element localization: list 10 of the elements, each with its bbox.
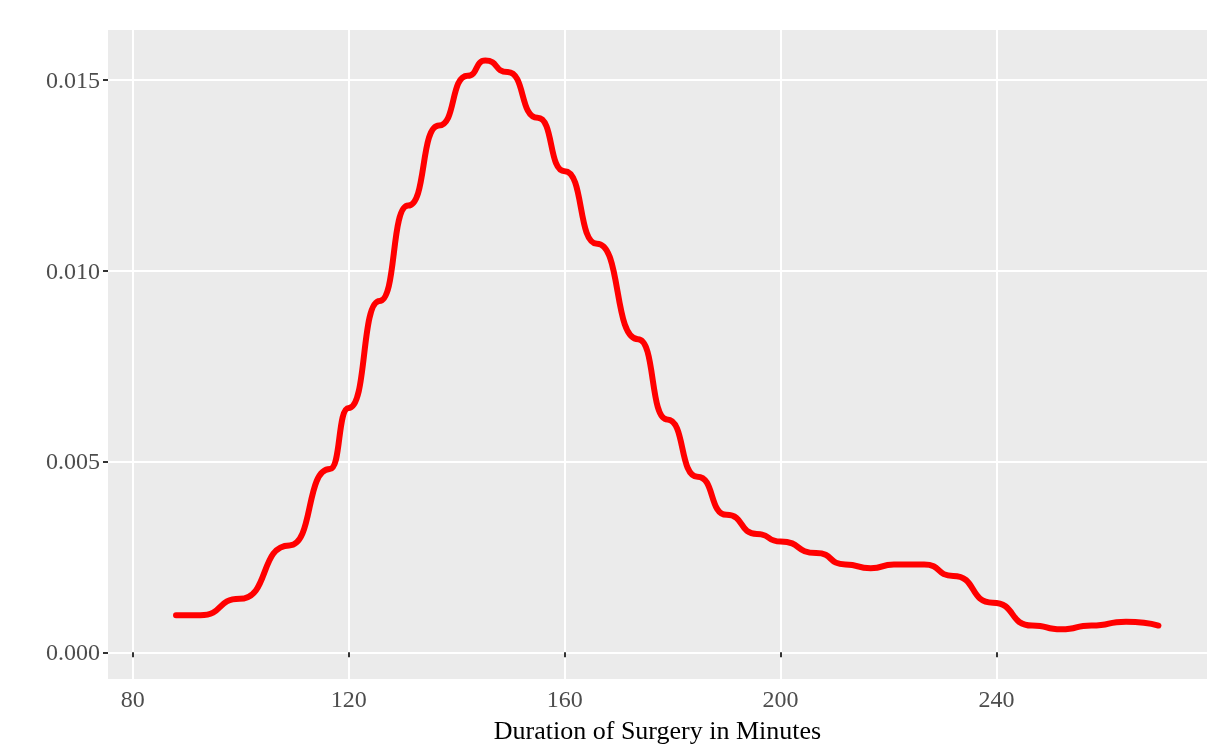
y-tick-label: 0.000 (46, 639, 100, 666)
y-tick-label: 0.015 (46, 66, 100, 93)
x-axis-title: Duration of Surgery in Minutes (493, 715, 822, 745)
y-tick-label: 0.005 (46, 448, 100, 475)
x-tick-label: 120 (330, 686, 367, 712)
x-tick-label: 160 (546, 686, 583, 712)
x-tick-label: 200 (762, 686, 799, 712)
x-tick-label: 240 (978, 686, 1015, 712)
y-tick-label: 0.010 (46, 257, 100, 284)
x-tick-label: 80 (120, 686, 145, 712)
